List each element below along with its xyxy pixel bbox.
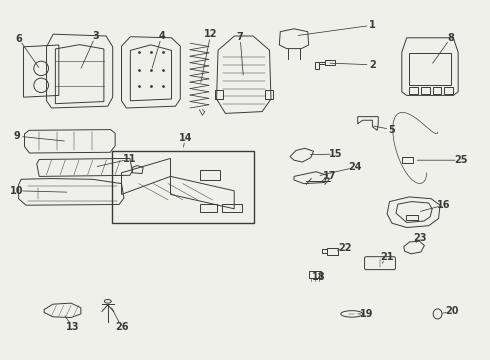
Text: 18: 18	[312, 272, 325, 282]
Bar	[406, 215, 418, 220]
Text: 16: 16	[437, 200, 450, 210]
Text: 6: 6	[15, 33, 22, 44]
Text: 5: 5	[389, 125, 395, 135]
Bar	[444, 87, 453, 94]
Bar	[327, 248, 338, 255]
Bar	[402, 157, 413, 163]
Bar	[222, 204, 242, 212]
Text: 1: 1	[369, 20, 376, 30]
Bar	[421, 87, 430, 94]
Bar	[309, 271, 321, 278]
Text: 26: 26	[115, 322, 128, 332]
Text: 20: 20	[445, 306, 459, 316]
Bar	[215, 90, 223, 99]
Bar	[112, 151, 254, 223]
Text: 25: 25	[454, 155, 467, 165]
Text: 14: 14	[178, 132, 192, 143]
Bar	[409, 87, 418, 94]
Bar	[200, 204, 217, 212]
Bar	[322, 249, 327, 253]
Bar	[200, 170, 220, 180]
Text: 8: 8	[447, 33, 454, 43]
Text: 19: 19	[360, 309, 373, 319]
Text: 3: 3	[92, 31, 99, 41]
Text: 21: 21	[380, 252, 394, 262]
Text: 9: 9	[14, 131, 21, 141]
Bar	[409, 53, 451, 85]
Bar	[433, 87, 441, 94]
Text: 23: 23	[414, 233, 427, 243]
Text: 7: 7	[237, 32, 244, 42]
Text: 12: 12	[204, 29, 218, 39]
Bar	[265, 90, 273, 99]
Text: 4: 4	[158, 31, 165, 41]
Text: 17: 17	[322, 171, 336, 181]
Text: 24: 24	[348, 162, 362, 172]
Text: 11: 11	[123, 154, 137, 164]
Text: 10: 10	[10, 186, 24, 196]
Bar	[315, 62, 319, 69]
Text: 13: 13	[66, 322, 79, 332]
Text: 15: 15	[329, 149, 343, 159]
Bar	[325, 60, 335, 65]
Text: 2: 2	[369, 60, 376, 70]
Text: 22: 22	[339, 243, 352, 253]
